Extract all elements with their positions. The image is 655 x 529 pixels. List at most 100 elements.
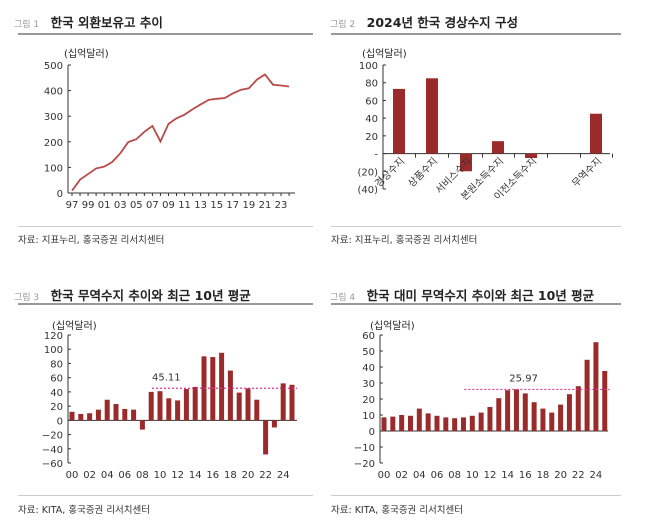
bar-2007 xyxy=(131,409,137,421)
figure-4-header: 그림 4 한국 대미 무역수지 추이와 최근 10년 평균 xyxy=(330,285,594,304)
x-tick-label: 16 xyxy=(206,470,219,481)
bar-2025 xyxy=(289,384,295,421)
bar-2020 xyxy=(245,388,251,421)
bar-2003 xyxy=(407,415,413,431)
y-tick-label: 200 xyxy=(44,138,63,149)
bar-2003 xyxy=(95,409,101,421)
bar-2010 xyxy=(157,391,163,421)
bar-2011 xyxy=(478,412,484,431)
y-tick-label: −10 xyxy=(354,443,375,454)
figure-2-header: 그림 2 2024년 한국 경상수지 구성 xyxy=(330,12,518,31)
bar-2015 xyxy=(513,389,519,431)
y-tick-label: −40 xyxy=(42,445,63,456)
figure-4-rule xyxy=(331,303,621,305)
bar-2019 xyxy=(236,392,242,421)
bar-2014 xyxy=(192,386,198,421)
bar-2008 xyxy=(139,420,145,430)
figure-2-rule xyxy=(331,33,621,35)
bar-2007 xyxy=(443,417,449,431)
bar-2021 xyxy=(254,399,260,421)
y-tick-label: 100 xyxy=(44,163,63,174)
bar-2013 xyxy=(183,389,189,421)
y-tick-label: 120 xyxy=(44,331,63,342)
bar-2002 xyxy=(87,413,93,421)
bar-2002 xyxy=(399,415,405,431)
figure-2-number: 그림 2 xyxy=(330,20,356,30)
x-tick-label: 18 xyxy=(224,470,237,481)
figure-4-bottom-rule xyxy=(331,495,621,496)
bar-2017 xyxy=(531,402,537,431)
y-tick-label: 60 xyxy=(365,96,378,107)
bar-2024 xyxy=(280,383,286,421)
bar-2023 xyxy=(271,420,277,428)
y-tick-label: −20 xyxy=(42,431,63,442)
x-tick-label: 14 xyxy=(189,470,202,481)
x-tick-label: 19 xyxy=(243,200,256,211)
figure-3-title: 한국 무역수지 추이와 최근 10년 평균 xyxy=(50,288,251,303)
x-tick-label: 04 xyxy=(413,470,426,481)
bar-2004 xyxy=(416,408,422,431)
figure-4-number: 그림 4 xyxy=(330,293,356,303)
x-tick-label: 10 xyxy=(466,470,479,481)
x-tick-label: 23 xyxy=(275,200,288,211)
bar-2024 xyxy=(593,342,599,431)
bar-3 xyxy=(460,153,472,172)
x-tick-label: 24 xyxy=(277,470,290,481)
x-tick-label: 03 xyxy=(114,200,127,211)
y-tick-label: 300 xyxy=(44,112,63,123)
bar-2005 xyxy=(425,413,431,431)
x-tick-label: 12 xyxy=(171,470,184,481)
y-tick-label: 0 xyxy=(57,189,63,200)
bar-2008 xyxy=(452,418,458,431)
bar-2010 xyxy=(469,415,475,431)
bar-2 xyxy=(426,78,438,154)
x-tick-label: 04 xyxy=(101,470,114,481)
bar-2018 xyxy=(540,408,546,431)
bar-2012 xyxy=(487,407,493,431)
x-tick-label: 22 xyxy=(259,470,272,481)
bar-2009 xyxy=(148,391,154,421)
y-tick-label: - xyxy=(374,150,378,161)
figure-2-title: 2024년 한국 경상수지 구성 xyxy=(366,15,519,30)
figure-1-number: 그림 1 xyxy=(14,20,40,30)
y-tick-label: 10 xyxy=(362,411,375,422)
bar-2005 xyxy=(113,403,119,421)
figure-1-title: 한국 외환보유고 추이 xyxy=(50,15,163,30)
bar-2011 xyxy=(166,398,172,421)
bar-2018 xyxy=(227,370,233,421)
y-tick-label: 40 xyxy=(50,388,63,399)
y-tick-label: 100 xyxy=(44,345,63,356)
bar-2009 xyxy=(460,417,466,431)
x-tick-label: 15 xyxy=(210,200,223,211)
figure-4-unit: (십억달러) xyxy=(370,321,415,332)
bar-2006 xyxy=(434,415,440,431)
figure-3-number: 그림 3 xyxy=(14,293,40,303)
y-tick-label: 30 xyxy=(362,379,375,390)
y-tick-label: 60 xyxy=(50,374,63,385)
figure-2-bottom-rule xyxy=(331,226,621,227)
series-line xyxy=(71,73,290,192)
bar-2012 xyxy=(175,400,181,421)
bar-2004 xyxy=(104,399,110,421)
y-tick-label: (40) xyxy=(357,185,378,196)
y-tick-label: 0 xyxy=(369,427,375,438)
average-label: 45.11 xyxy=(152,372,181,383)
bar-2000 xyxy=(381,417,387,431)
category-label: 상품수지 xyxy=(406,155,441,190)
x-tick-label: 06 xyxy=(118,470,131,481)
bar-2023 xyxy=(584,359,590,431)
bar-2014 xyxy=(505,390,511,431)
bar-1 xyxy=(393,88,405,154)
figure-3-header: 그림 3 한국 무역수지 추이와 최근 10년 평균 xyxy=(14,285,251,304)
y-tick-label: 40 xyxy=(365,114,378,125)
x-tick-label: 17 xyxy=(226,200,239,211)
x-tick-label: 97 xyxy=(66,200,79,211)
x-tick-label: 14 xyxy=(501,470,514,481)
y-tick-label: 80 xyxy=(365,79,378,90)
bar-5 xyxy=(525,153,537,158)
x-tick-label: 20 xyxy=(242,470,255,481)
figure-4-title: 한국 대미 무역수지 추이와 최근 10년 평균 xyxy=(366,288,595,303)
bar-2001 xyxy=(390,416,396,431)
bar-2017 xyxy=(219,352,225,421)
